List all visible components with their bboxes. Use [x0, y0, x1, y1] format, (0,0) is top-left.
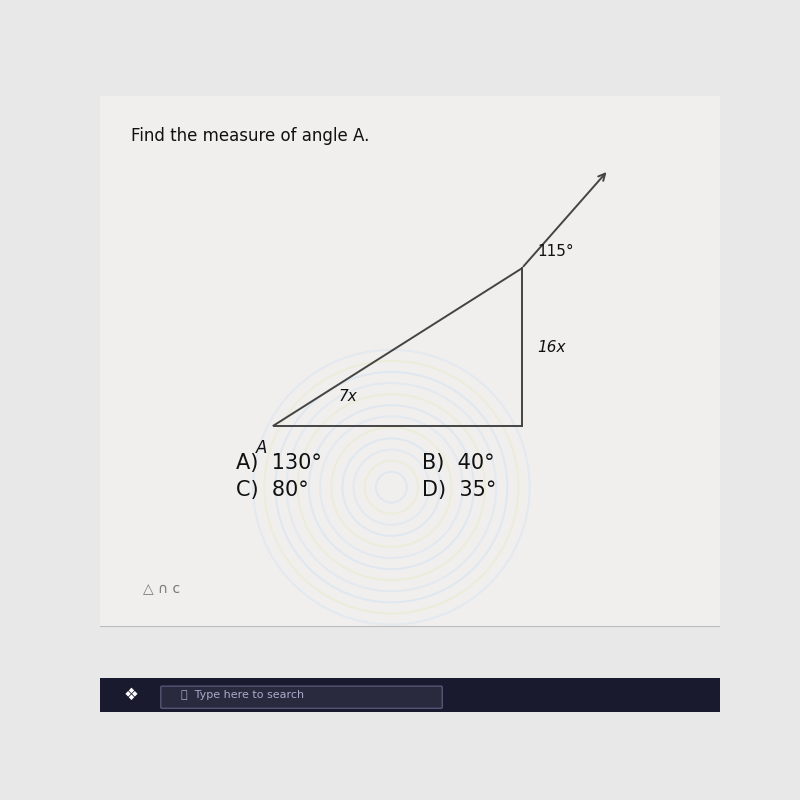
- Text: △ ∩ c: △ ∩ c: [143, 582, 181, 596]
- FancyBboxPatch shape: [161, 686, 442, 708]
- Bar: [100, 678, 720, 712]
- Text: A)  130°: A) 130°: [237, 453, 322, 473]
- Text: 16x: 16x: [537, 339, 566, 354]
- Text: 7x: 7x: [338, 389, 358, 404]
- Text: A: A: [256, 439, 267, 457]
- Text: D)  35°: D) 35°: [422, 480, 497, 500]
- Text: 115°: 115°: [537, 244, 574, 259]
- Text: 🔍  Type here to search: 🔍 Type here to search: [181, 690, 304, 700]
- FancyBboxPatch shape: [100, 96, 720, 626]
- Text: C)  80°: C) 80°: [237, 480, 309, 500]
- Text: Find the measure of angle A.: Find the measure of angle A.: [131, 127, 370, 145]
- Text: ❖: ❖: [123, 686, 138, 704]
- Text: B)  40°: B) 40°: [422, 453, 495, 473]
